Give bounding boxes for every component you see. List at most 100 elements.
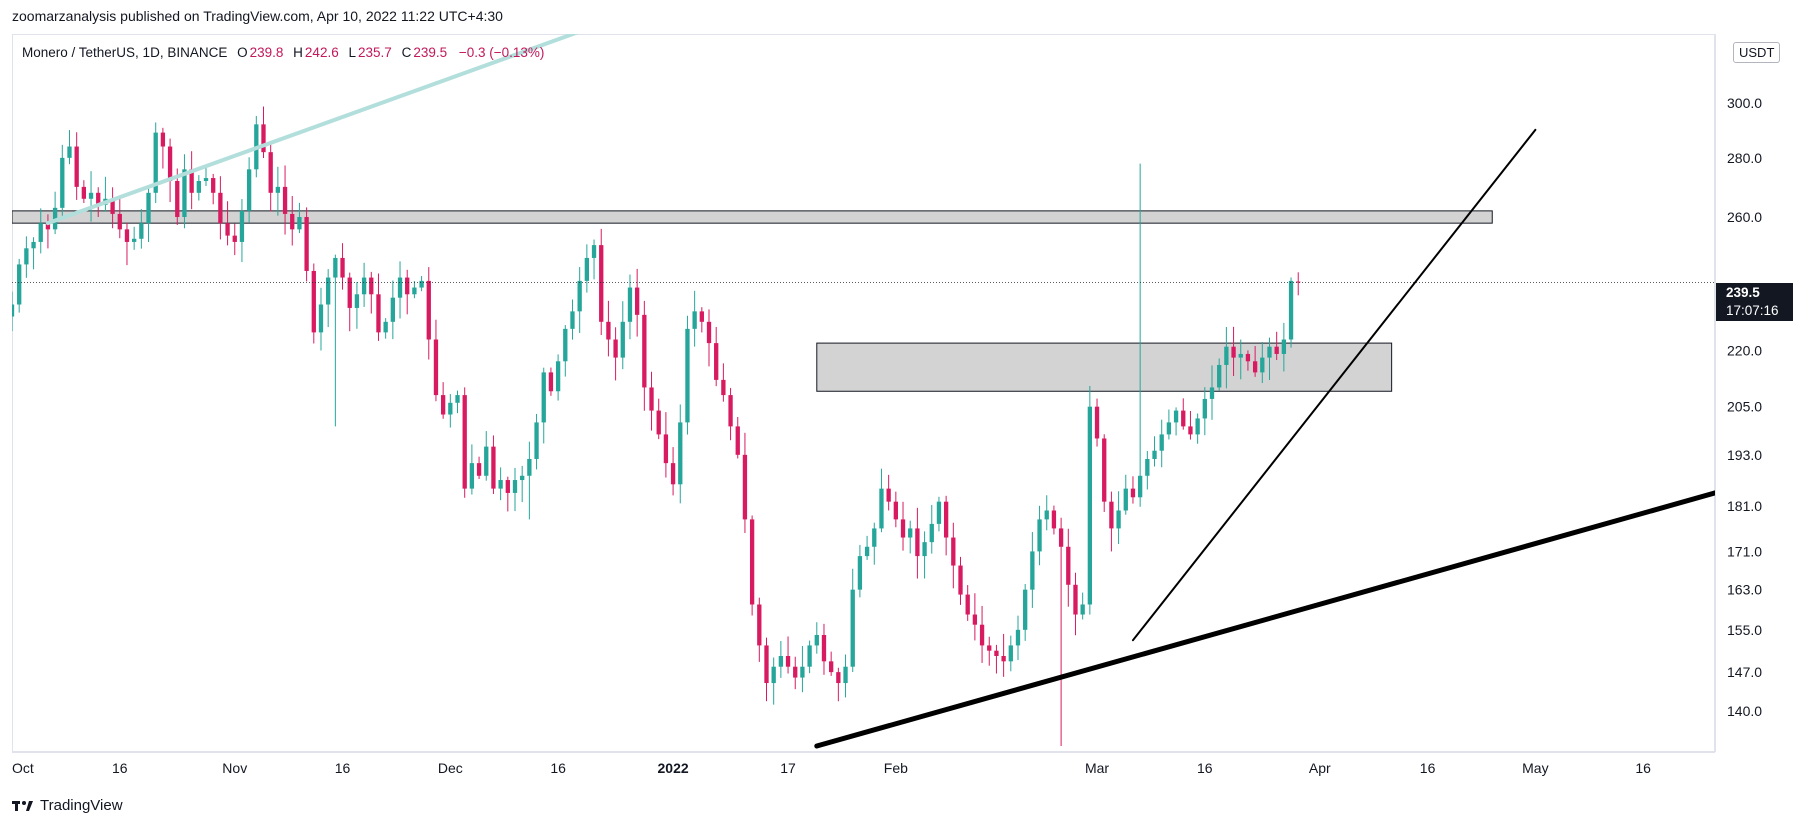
candle: [318, 287, 324, 351]
candle-body: [821, 634, 827, 662]
candle-body: [979, 624, 985, 646]
candle-body: [1130, 488, 1136, 498]
candle-body: [139, 223, 144, 239]
candle: [800, 645, 805, 693]
candle-body: [1166, 422, 1172, 435]
candle-body: [591, 245, 597, 258]
candle: [326, 269, 331, 328]
candle-body: [333, 257, 338, 278]
last-price-value: 239.5: [1726, 285, 1760, 300]
x-tick-label: Apr: [1309, 760, 1331, 776]
candle-body: [994, 650, 999, 656]
candle-body: [634, 287, 640, 315]
chart-frame[interactable]: [12, 34, 1715, 752]
low-label: L: [348, 45, 356, 60]
candle: [534, 413, 539, 470]
candle: [807, 640, 812, 674]
candle: [843, 654, 848, 698]
y-tick-label: 220.0: [1727, 342, 1762, 358]
candle: [74, 132, 79, 200]
candle-body: [153, 132, 158, 193]
symbol-label: Monero / TetherUS, 1D, BINANCE: [22, 45, 228, 60]
candle-body: [699, 311, 704, 322]
candle: [1152, 436, 1157, 467]
candle: [864, 535, 870, 560]
candle: [613, 327, 618, 381]
candle: [1066, 528, 1071, 607]
candle-body: [1195, 418, 1200, 435]
candle: [699, 307, 704, 333]
candle: [771, 657, 776, 705]
candle: [1145, 450, 1150, 490]
candle-body: [670, 463, 676, 485]
candle: [419, 276, 424, 292]
candle-body: [987, 645, 992, 651]
candle: [958, 556, 963, 605]
candle: [591, 239, 597, 280]
candle: [548, 367, 554, 396]
candle-body: [1102, 438, 1107, 502]
candle: [232, 223, 237, 256]
candle: [225, 201, 230, 246]
candle: [297, 202, 302, 234]
candle-body: [972, 614, 978, 625]
footer-brand[interactable]: TradingView: [12, 797, 123, 814]
candle-body: [268, 152, 273, 193]
candle: [505, 476, 510, 512]
candle: [642, 300, 647, 411]
y-tick-label: 300.0: [1727, 95, 1762, 111]
candle-body: [606, 321, 611, 340]
candle-body: [167, 146, 173, 181]
candle-body: [60, 157, 65, 208]
x-tick-label: Dec: [438, 760, 463, 776]
candle-body: [369, 277, 374, 295]
candle-body: [282, 186, 288, 214]
candle-body: [1152, 450, 1157, 459]
y-tick-label: 181.0: [1727, 498, 1762, 514]
candle-body: [555, 361, 561, 392]
candle: [1137, 163, 1143, 507]
candle: [52, 191, 58, 235]
candle-body: [297, 216, 302, 230]
candle: [678, 404, 683, 504]
candle: [340, 243, 345, 290]
candle: [936, 496, 942, 532]
currency-badge[interactable]: USDT: [1733, 42, 1781, 63]
candle-body: [879, 488, 884, 529]
candle-body: [1094, 406, 1100, 439]
candle: [117, 197, 122, 239]
candle: [139, 209, 144, 249]
candle-body: [843, 666, 848, 684]
candle-body: [958, 565, 963, 595]
candle: [290, 196, 295, 246]
candle: [1130, 476, 1136, 504]
candle-body: [211, 178, 216, 193]
candle-body: [1202, 398, 1207, 419]
trendline-teal-upper: [45, 34, 579, 226]
candle: [1080, 592, 1085, 620]
candle-body: [326, 277, 331, 305]
candle-body: [433, 339, 439, 396]
x-tick-label: 16: [1197, 760, 1213, 776]
candle-body: [749, 519, 755, 605]
candle: [1288, 277, 1294, 348]
y-tick-label: 147.0: [1727, 664, 1762, 680]
candle: [793, 656, 798, 690]
candle-body: [469, 463, 475, 489]
candle-body: [764, 645, 769, 684]
candle: [1260, 341, 1265, 384]
candle-body: [218, 192, 223, 224]
candle: [412, 281, 417, 299]
candle: [103, 176, 108, 212]
candle-body: [965, 594, 970, 615]
candle: [900, 501, 906, 551]
candle: [735, 416, 740, 459]
candle: [1274, 331, 1279, 361]
candle: [1238, 339, 1243, 380]
candle-body: [627, 287, 633, 322]
candle: [965, 585, 970, 621]
candle-body: [663, 434, 669, 464]
candle: [1267, 337, 1272, 381]
candle-body: [1001, 655, 1006, 662]
